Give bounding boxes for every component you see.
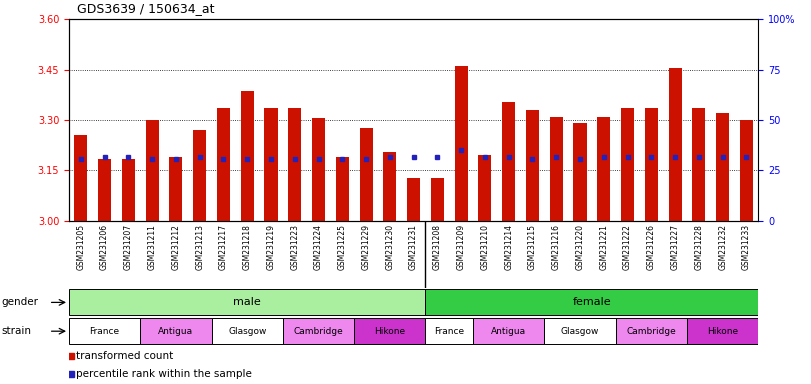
Text: GSM231228: GSM231228 — [694, 224, 703, 270]
Bar — [407, 178, 420, 221]
Text: GSM231224: GSM231224 — [314, 224, 323, 270]
Text: France: France — [89, 327, 120, 336]
Bar — [336, 157, 349, 221]
Text: GSM231205: GSM231205 — [76, 224, 85, 270]
Text: Cambridge: Cambridge — [626, 327, 676, 336]
Text: Antigua: Antigua — [491, 327, 526, 336]
Text: Cambridge: Cambridge — [294, 327, 343, 336]
Text: GSM231207: GSM231207 — [124, 224, 133, 270]
Text: Antigua: Antigua — [158, 327, 194, 336]
Bar — [616, 318, 687, 344]
Text: GSM231216: GSM231216 — [551, 224, 560, 270]
Text: GSM231219: GSM231219 — [267, 224, 276, 270]
Bar — [544, 318, 616, 344]
Bar — [384, 152, 397, 221]
Bar — [687, 318, 758, 344]
Bar — [98, 159, 111, 221]
Bar — [69, 290, 426, 315]
Bar — [264, 108, 277, 221]
Text: GSM231231: GSM231231 — [409, 224, 418, 270]
Bar — [431, 178, 444, 221]
Text: GSM231218: GSM231218 — [242, 224, 251, 270]
Bar — [75, 135, 88, 221]
Bar — [122, 159, 135, 221]
Bar — [550, 117, 563, 221]
Text: GSM231217: GSM231217 — [219, 224, 228, 270]
Text: GSM231214: GSM231214 — [504, 224, 513, 270]
Bar — [693, 108, 706, 221]
Text: GSM231212: GSM231212 — [171, 224, 180, 270]
Text: transformed count: transformed count — [75, 351, 173, 361]
Text: Hikone: Hikone — [375, 327, 406, 336]
Text: male: male — [234, 297, 261, 308]
Text: GSM231220: GSM231220 — [576, 224, 585, 270]
Bar — [217, 108, 230, 221]
Text: GSM231221: GSM231221 — [599, 224, 608, 270]
Text: GSM231210: GSM231210 — [480, 224, 489, 270]
Text: GSM231223: GSM231223 — [290, 224, 299, 270]
Bar — [140, 318, 212, 344]
Bar — [146, 120, 159, 221]
Bar — [426, 290, 758, 315]
Bar — [212, 318, 283, 344]
Bar — [621, 108, 634, 221]
Bar — [193, 130, 206, 221]
Text: GSM231206: GSM231206 — [100, 224, 109, 270]
Text: GSM231226: GSM231226 — [647, 224, 656, 270]
Text: GSM231227: GSM231227 — [671, 224, 680, 270]
Text: GSM231215: GSM231215 — [528, 224, 537, 270]
Bar — [426, 318, 473, 344]
Bar — [526, 110, 539, 221]
Text: GSM231229: GSM231229 — [362, 224, 371, 270]
Text: Hikone: Hikone — [707, 327, 738, 336]
Bar — [478, 155, 491, 221]
Bar — [359, 128, 372, 221]
Text: Glasgow: Glasgow — [228, 327, 266, 336]
Bar — [288, 108, 302, 221]
Bar — [283, 318, 354, 344]
Text: GSM231209: GSM231209 — [457, 224, 466, 270]
Text: GSM231230: GSM231230 — [385, 224, 394, 270]
Text: GSM231208: GSM231208 — [433, 224, 442, 270]
Text: gender: gender — [2, 297, 39, 308]
Text: GSM231232: GSM231232 — [718, 224, 727, 270]
Text: female: female — [573, 297, 611, 308]
Text: GSM231233: GSM231233 — [742, 224, 751, 270]
Text: GSM231222: GSM231222 — [623, 224, 632, 270]
Bar — [354, 318, 426, 344]
Text: GSM231213: GSM231213 — [195, 224, 204, 270]
Bar — [716, 113, 729, 221]
Bar — [69, 318, 140, 344]
Text: GDS3639 / 150634_at: GDS3639 / 150634_at — [77, 2, 215, 15]
Bar — [455, 66, 468, 221]
Bar — [573, 123, 586, 221]
Bar — [668, 68, 681, 221]
Bar — [241, 91, 254, 221]
Text: Glasgow: Glasgow — [561, 327, 599, 336]
Bar — [597, 117, 611, 221]
Bar — [169, 157, 182, 221]
Bar — [645, 108, 658, 221]
Text: GSM231211: GSM231211 — [148, 224, 157, 270]
Text: percentile rank within the sample: percentile rank within the sample — [75, 369, 251, 379]
Text: strain: strain — [2, 326, 32, 336]
Bar — [473, 318, 544, 344]
Bar — [502, 101, 515, 221]
Text: France: France — [434, 327, 465, 336]
Bar — [312, 118, 325, 221]
Bar — [740, 120, 753, 221]
Text: GSM231225: GSM231225 — [338, 224, 347, 270]
